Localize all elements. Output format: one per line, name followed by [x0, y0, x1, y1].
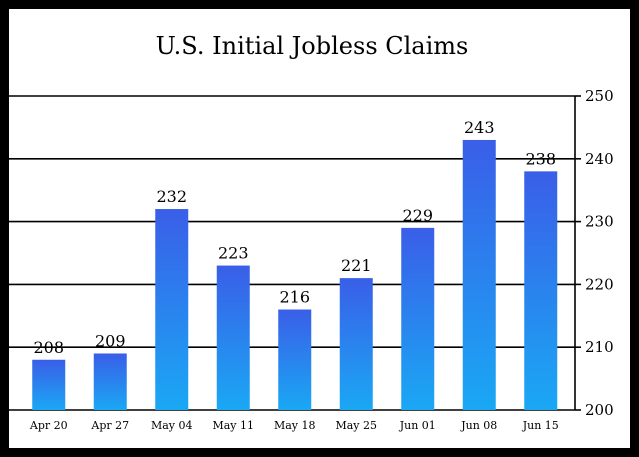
bar	[278, 309, 312, 410]
bar	[462, 139, 496, 410]
x-axis-ticks: Apr 20 Apr 27 May 04 May 11 May 18 May 25 Jun …	[29, 419, 559, 432]
bar	[155, 209, 189, 410]
x-tick-label: Apr 27	[90, 419, 129, 432]
x-tick-label: May 04	[151, 419, 193, 432]
y-tick-label: 230	[585, 213, 614, 231]
y-tick-label: 210	[585, 338, 614, 356]
data-label: 208	[33, 338, 64, 357]
x-tick-label: Jun 15	[522, 419, 559, 432]
x-tick-label: Jun 08	[460, 419, 497, 432]
data-label: 221	[341, 256, 372, 275]
data-label: 243	[464, 118, 495, 137]
x-tick-label: May 18	[274, 419, 316, 432]
bar	[524, 171, 558, 410]
bars	[32, 139, 558, 410]
y-tick-label: 250	[585, 87, 614, 105]
data-label: 229	[402, 206, 433, 225]
data-label: 209	[95, 331, 126, 350]
bar	[93, 353, 127, 410]
data-label: 232	[156, 187, 187, 206]
data-labels: 208 209 232 223 216 221 229 243 238	[33, 118, 556, 357]
y-axis-ticks: 200 210 220 230 240 250	[575, 87, 614, 419]
data-label: 216	[279, 288, 310, 307]
y-tick-label: 200	[585, 401, 614, 419]
chart-title: U.S. Initial Jobless Claims	[156, 32, 469, 60]
y-tick-label: 220	[585, 275, 614, 293]
data-label: 223	[218, 244, 249, 263]
x-tick-label: May 11	[212, 419, 254, 432]
bar	[339, 278, 373, 410]
data-label: 238	[525, 149, 556, 168]
x-tick-label: Jun 01	[399, 419, 436, 432]
x-tick-label: Apr 20	[29, 419, 68, 432]
x-tick-label: May 25	[335, 419, 377, 432]
bar	[32, 359, 66, 410]
bar	[401, 227, 435, 410]
bar	[216, 265, 250, 410]
y-tick-label: 240	[585, 150, 614, 168]
